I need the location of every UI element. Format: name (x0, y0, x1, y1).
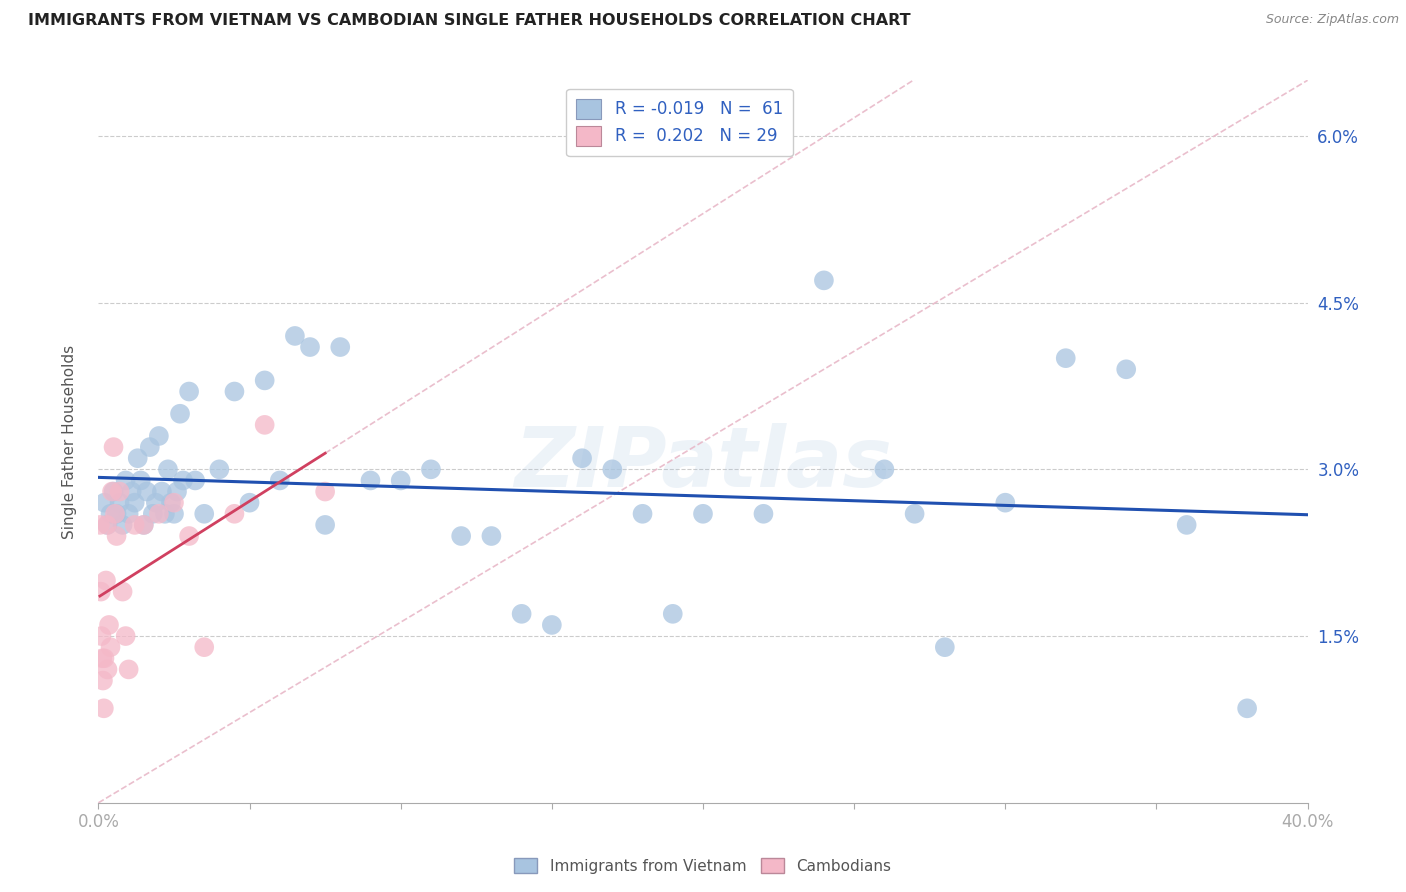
Y-axis label: Single Father Households: Single Father Households (62, 344, 77, 539)
Point (156, 462, 179, 476)
Point (269, 474, 291, 488)
Point (172, 474, 194, 488)
Point (96, 517, 118, 532)
Point (510, 607, 533, 621)
Point (193, 507, 215, 521)
Point (114, 474, 136, 488)
Text: ZIPatlas: ZIPatlas (515, 423, 891, 504)
Point (994, 496, 1017, 510)
Point (166, 484, 188, 499)
Point (540, 618, 562, 632)
Point (661, 607, 683, 621)
Point (179, 384, 201, 399)
Text: Source: ZipAtlas.com: Source: ZipAtlas.com (1265, 13, 1399, 27)
Point (329, 340, 352, 354)
Point (111, 517, 134, 532)
Point (118, 662, 141, 676)
Point (132, 517, 155, 532)
Point (253, 417, 276, 432)
Point (145, 496, 167, 510)
Point (163, 507, 186, 521)
Point (873, 462, 896, 476)
Point (124, 517, 146, 532)
Point (121, 484, 143, 499)
Point (299, 340, 322, 354)
Point (571, 451, 593, 466)
Point (96, 517, 118, 532)
Point (253, 373, 276, 387)
Point (450, 529, 472, 543)
Point (224, 507, 246, 521)
Legend: Immigrants from Vietnam, Cambodians: Immigrants from Vietnam, Cambodians (509, 852, 897, 880)
Point (692, 507, 714, 521)
Point (93, 701, 115, 715)
Point (98, 618, 121, 632)
Point (904, 507, 927, 521)
Point (129, 474, 152, 488)
Point (389, 474, 412, 488)
Point (93, 496, 115, 510)
Point (631, 507, 654, 521)
Point (118, 507, 141, 521)
Point (163, 496, 186, 510)
Point (169, 407, 191, 421)
Point (208, 462, 231, 476)
Point (1175, 517, 1198, 532)
Point (160, 496, 183, 510)
Point (184, 474, 207, 488)
Point (602, 462, 624, 476)
Point (127, 451, 149, 466)
Point (90, 584, 112, 599)
Point (108, 484, 131, 499)
Point (124, 496, 146, 510)
Point (108, 496, 131, 510)
Point (813, 273, 835, 287)
Point (96, 662, 118, 676)
Point (193, 640, 215, 655)
Point (752, 507, 775, 521)
Text: IMMIGRANTS FROM VIETNAM VS CAMBODIAN SINGLE FATHER HOUSEHOLDS CORRELATION CHART: IMMIGRANTS FROM VIETNAM VS CAMBODIAN SIN… (28, 13, 911, 29)
Point (139, 440, 162, 454)
Point (94, 574, 117, 588)
Point (89, 517, 111, 532)
Point (148, 507, 170, 521)
Point (1236, 701, 1258, 715)
Point (224, 384, 246, 399)
Point (132, 517, 155, 532)
Point (103, 484, 125, 499)
Point (153, 507, 176, 521)
Point (101, 484, 124, 499)
Point (239, 496, 262, 510)
Point (148, 429, 170, 443)
Point (111, 584, 134, 599)
Point (314, 517, 336, 532)
Point (93, 651, 115, 665)
Point (420, 462, 443, 476)
Point (360, 474, 382, 488)
Point (284, 329, 307, 343)
Legend: R = -0.019   N =  61, R =  0.202   N = 29: R = -0.019 N = 61, R = 0.202 N = 29 (567, 88, 793, 156)
Point (481, 529, 503, 543)
Point (150, 484, 173, 499)
Point (105, 507, 128, 521)
Point (1115, 362, 1137, 376)
Point (934, 640, 956, 655)
Point (103, 440, 125, 454)
Point (142, 507, 165, 521)
Point (104, 507, 127, 521)
Point (114, 629, 136, 643)
Point (100, 507, 122, 521)
Point (105, 529, 128, 543)
Point (100, 640, 122, 655)
Point (91, 651, 114, 665)
Point (91, 673, 114, 688)
Point (314, 484, 336, 499)
Point (1054, 351, 1077, 366)
Point (90, 629, 112, 643)
Point (179, 529, 201, 543)
Point (135, 484, 157, 499)
